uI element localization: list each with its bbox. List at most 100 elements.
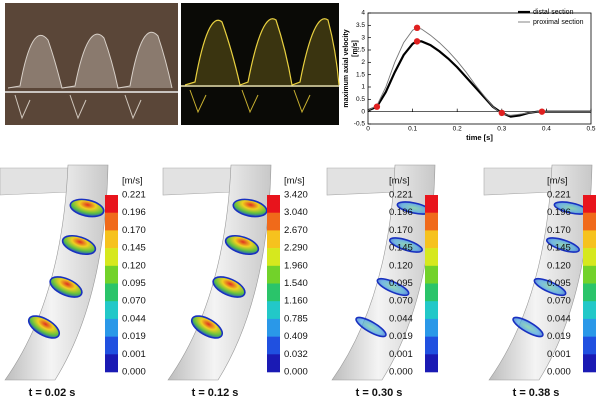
vessel-branch	[483, 167, 555, 196]
colorbar-segment	[267, 354, 280, 373]
vessel-branch	[0, 167, 71, 196]
colorbar-label: 0.001	[547, 349, 571, 360]
x-tick-label: 0.2	[453, 126, 462, 133]
colorbar-segment	[105, 248, 118, 267]
colorbar-segment	[425, 318, 438, 337]
cfd-panel: [m/s] 3.420 3.040 2.670 2.290 1.960 1.540 1.160…	[162, 164, 308, 399]
colorbar-segment	[583, 230, 596, 249]
colorbar-segment	[425, 301, 438, 320]
colorbar-segment	[583, 212, 596, 231]
colorbar-label: 0.001	[389, 349, 413, 360]
cfd-panels: [m/s] 0.221 0.196 0.170 0.145 0.120 0.095 0.070…	[0, 164, 596, 399]
cross-section	[212, 276, 246, 298]
colorbar-segment	[105, 301, 118, 320]
colorbar-segment	[425, 336, 438, 355]
cross-section	[376, 277, 410, 297]
legend-label: distal section	[533, 9, 574, 16]
y-axis-label: maximum axial velocity	[343, 29, 350, 107]
doppler-image-1	[5, 3, 178, 125]
colorbar-label: 0.196	[547, 207, 571, 218]
colorbar-segment	[267, 283, 280, 302]
colorbar-unit: [m/s]	[284, 176, 305, 187]
colorbar-segment	[105, 265, 118, 284]
cross-section	[388, 237, 424, 253]
colorbar-label: 0.145	[122, 243, 146, 254]
colorbar-segment	[267, 265, 280, 284]
colorbar-label: 1.960	[284, 260, 308, 271]
colorbar-label: 0.019	[122, 331, 146, 342]
colorbar-segment	[105, 336, 118, 355]
cross-section	[533, 277, 567, 297]
colorbar-segment	[425, 354, 438, 373]
colorbar-segment	[583, 301, 596, 320]
colorbar-segment	[105, 283, 118, 302]
y-tick-label: 0.5	[356, 96, 365, 103]
colorbar-segment	[267, 212, 280, 231]
legend-label: proximal section	[533, 19, 584, 26]
colorbar-label: 0.145	[547, 243, 571, 254]
x-tick-label: 0.5	[586, 126, 595, 133]
colorbar-segment	[425, 248, 438, 267]
colorbar-label: 0.196	[122, 207, 146, 218]
marker	[413, 24, 421, 31]
colorbar-segment	[425, 265, 438, 284]
marker	[373, 103, 381, 110]
vessel	[167, 164, 272, 381]
marker	[538, 108, 546, 115]
colorbar-segment	[583, 336, 596, 355]
colorbar-label: 0.044	[547, 313, 571, 324]
colorbar-label: 0.070	[547, 296, 571, 307]
colorbar-label: 0.070	[389, 296, 413, 307]
colorbar-segment	[583, 318, 596, 337]
colorbar-label: 0.095	[122, 278, 146, 289]
y-tick-label: -0.5	[354, 121, 366, 128]
colorbar-segment	[425, 212, 438, 231]
line-chart: -0.500.511.522.533.540 0.1 0.2 0.3 0.4 0.5tim…	[343, 9, 596, 142]
colorbar-segment	[583, 283, 596, 302]
cfd-panel: [m/s] 0.221 0.196 0.170 0.145 0.120 0.095 0.070…	[0, 164, 146, 399]
colorbar-label: 0.221	[547, 190, 571, 201]
colorbar-label: 1.540	[284, 278, 308, 289]
colorbar-label: 0.095	[547, 278, 571, 289]
colorbar-label: 0.000	[547, 367, 571, 378]
colorbar-label: 0.196	[389, 207, 413, 218]
cross-section	[224, 234, 260, 256]
cross-section	[512, 316, 544, 338]
colorbar-label: 0.785	[284, 313, 308, 324]
vessel-branch	[326, 167, 398, 196]
colorbar-label: 1.160	[284, 296, 308, 307]
vessel	[4, 164, 109, 381]
x-axis-label: time [s]	[466, 133, 493, 142]
marker	[498, 109, 505, 117]
colorbar-label: 0.019	[547, 331, 571, 342]
vessel-branch	[162, 167, 234, 196]
x-tick-label: 0	[366, 126, 370, 133]
vessel	[331, 164, 436, 381]
y-tick-label: 0	[361, 108, 365, 115]
colorbar-segment	[105, 195, 118, 213]
vessel	[488, 164, 593, 381]
colorbar-segment	[105, 230, 118, 249]
x-tick-label: 0.4	[542, 126, 551, 133]
colorbar-segment	[267, 318, 280, 337]
colorbar-label: 0.120	[389, 260, 413, 271]
y-tick-label: 1	[361, 84, 365, 91]
colorbar-segment	[105, 318, 118, 337]
cross-section	[61, 234, 97, 256]
colorbar-label: 0.000	[122, 367, 146, 378]
colorbar-label: 0.001	[122, 349, 146, 360]
colorbar-label: 0.019	[389, 331, 413, 342]
colorbar-label: 0.221	[389, 190, 413, 201]
colorbar-label: 0.145	[389, 243, 413, 254]
colorbar-label: 3.040	[284, 207, 308, 218]
cross-section	[545, 237, 581, 253]
colorbar-label: 0.044	[389, 313, 413, 324]
colorbar-label: 3.420	[284, 190, 308, 201]
colorbar-segment	[267, 195, 280, 213]
colorbar-segment	[267, 230, 280, 249]
y-tick-label: 3	[361, 34, 365, 41]
colorbar-segment	[425, 195, 438, 213]
colorbar-segment	[105, 212, 118, 231]
cross-section	[232, 198, 268, 218]
